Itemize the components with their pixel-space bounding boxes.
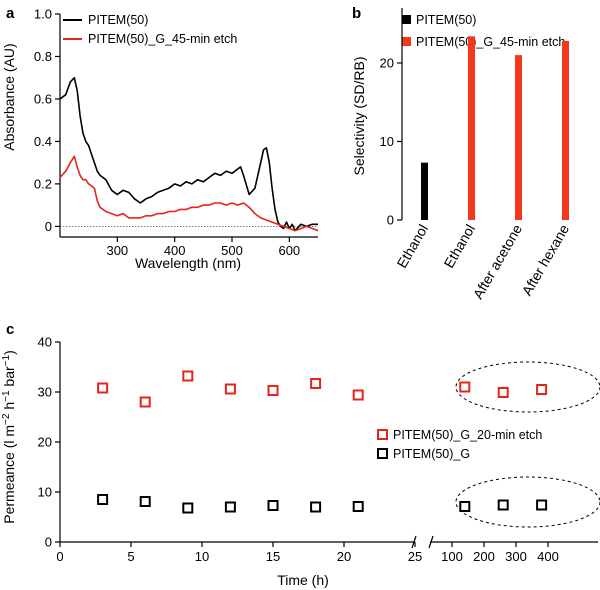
series-line-pitem-50-g-45-min-etch: [59, 155, 319, 232]
panel-c-xtick-label: 15: [266, 549, 280, 564]
data-point-pitem-50-g: [224, 501, 236, 513]
legend-label-pitem50-g-45: PITEM(50)_G_45-min etch: [88, 32, 237, 46]
data-point-pitem-50-g: [536, 499, 548, 511]
data-point-pitem-50-g-20-min-etch: [310, 378, 322, 389]
panel-c-ylabel-sup-3: −1: [1, 354, 12, 366]
data-point-pitem-50-g: [497, 499, 509, 511]
data-point-pitem-50-g: [310, 501, 322, 513]
series-line-pitem-50: [59, 76, 318, 232]
panel-c-ytick-label: 0: [45, 535, 52, 550]
data-point-pitem-50-g: [139, 496, 151, 507]
panel-c-xtick-label: 400: [537, 549, 559, 564]
data-point-pitem-50-g: [267, 500, 279, 511]
panel-c-axis-break-mark: [428, 535, 434, 549]
legend-swatch-b-pitem50: [402, 15, 411, 24]
panel-c-xlabel: Time (h): [277, 572, 329, 588]
panel-a-ytick-label: 0.4: [34, 134, 52, 149]
legend-label-pitem50: PITEM(50): [88, 13, 148, 27]
legend-label-b-pitem50-g-45: PITEM(50)_G_45-min etch: [416, 35, 565, 49]
bar-ethanol-1: [468, 36, 475, 221]
bar-ethanol-0: [421, 162, 428, 220]
panel-a-ytick-label: 1.0: [34, 7, 52, 22]
panel-c-legend: PITEM(50)_G_20-min etch PITEM(50)_G: [377, 428, 542, 461]
data-point-pitem-50-g-20-min-etch: [182, 370, 194, 382]
panel-c-ytick-label: 20: [38, 435, 52, 450]
panel-c-ylabel-part-1: Permeance (l m: [1, 425, 17, 524]
panel-a-xtick-label: 300: [106, 243, 128, 258]
legend-label-c-20min: PITEM(50)_G_20-min etch: [393, 428, 542, 442]
panel-c-xtick-label: 10: [195, 549, 209, 564]
panel-c-xtick-label: 0: [56, 549, 63, 564]
highlight-ellipse-upper: [455, 361, 600, 413]
data-point-pitem-50-g-20-min-etch: [139, 396, 151, 408]
panel-a-ytick-label: 0.2: [34, 176, 52, 191]
panel-c-ylabel-part-4: ): [1, 350, 17, 355]
legend-swatch-b-pitem50-g-45: [402, 37, 411, 46]
panel-b-category-label: After hexane: [519, 221, 573, 298]
legend-label-c-g: PITEM(50)_G: [393, 447, 470, 461]
panel-c-letter: c: [6, 321, 14, 338]
panel-c-xtick-label: 200: [473, 549, 495, 564]
panel-c-xtick-label: 5: [127, 549, 134, 564]
panel-c-ylabel-sup-1: −2: [1, 413, 12, 425]
panel-c-ylabel-sup-2: −1: [1, 390, 12, 402]
panel-b-category-label: After acetone: [470, 221, 526, 301]
panel-c-xtick-label: 25: [408, 549, 422, 564]
panel-c-ytick-label: 10: [38, 485, 52, 500]
panel-a-chart: Absorbance (AU) Wavelength (nm) PITEM(50…: [1, 7, 319, 271]
panel-a-ytick-label: 0: [45, 219, 52, 234]
data-point-pitem-50-g: [97, 494, 109, 505]
panel-a-letter: a: [6, 5, 15, 22]
data-point-pitem-50-g-20-min-etch: [267, 385, 279, 396]
panel-c-ylabel-part-3: bar: [1, 366, 17, 390]
panel-b-letter: b: [352, 5, 361, 22]
panel-c-axis-break-mark: [411, 535, 417, 549]
panel-c-ytick-label: 30: [38, 385, 52, 400]
legend-marker-c-g: [377, 448, 388, 459]
panel-c-chart: Permeance (l m−2 h−1 bar−1) Time (h) PIT…: [1, 335, 600, 588]
panel-c-xtick-label: 20: [337, 549, 351, 564]
panel-c-xtick-label: 300: [505, 549, 527, 564]
data-point-pitem-50-g: [352, 501, 364, 512]
legend-label-b-pitem50: PITEM(50): [416, 13, 476, 27]
panel-b-category-label: Ethanol: [393, 222, 431, 271]
data-point-pitem-50-g-20-min-etch: [536, 384, 548, 395]
panel-a-ytick-label: 0.8: [34, 49, 52, 64]
panel-a-xtick-label: 600: [278, 243, 300, 258]
panel-b-ytick-label: 10: [380, 134, 394, 149]
panel-c-xtick-label: 100: [441, 549, 463, 564]
panel-a-legend: PITEM(50) PITEM(50)_G_45-min etch: [63, 13, 237, 46]
panel-b-ylabel: Selectivity (SD/RB): [351, 56, 367, 175]
panel-a-ytick-label: 0.6: [34, 91, 52, 106]
data-point-pitem-50-g-20-min-etch: [352, 389, 364, 401]
panel-c-ylabel: Permeance (l m−2 h−1 bar−1): [1, 350, 17, 524]
panel-b-legend: PITEM(50) PITEM(50)_G_45-min etch: [402, 13, 565, 49]
data-point-pitem-50-g: [182, 502, 194, 514]
panel-b-category-label: Ethanol: [440, 222, 478, 271]
panel-b-chart: Selectivity (SD/RB) PITEM(50) PITEM(50)_…: [351, 8, 572, 302]
panel-a-xtick-label: 400: [164, 243, 186, 258]
bar-after-acetone-2: [515, 55, 522, 220]
data-point-pitem-50-g-20-min-etch: [497, 387, 509, 398]
panel-c-ylabel-part-2: h: [1, 402, 17, 414]
data-point-pitem-50-g-20-min-etch: [224, 383, 236, 395]
data-point-pitem-50-g-20-min-etch: [459, 381, 471, 393]
panel-b-ytick-label: 0: [387, 213, 394, 228]
legend-marker-c-20min: [377, 429, 388, 440]
data-point-pitem-50-g-20-min-etch: [97, 382, 109, 394]
bar-after-hexane-3: [562, 40, 569, 220]
highlight-ellipse-lower: [455, 476, 600, 528]
panel-a-ylabel: Absorbance (AU): [1, 43, 17, 150]
panel-b-ytick-label: 20: [380, 55, 394, 70]
panel-a-xtick-label: 500: [221, 243, 243, 258]
data-point-pitem-50-g: [459, 501, 471, 512]
panel-c-ytick-label: 40: [38, 335, 52, 350]
panel-a-xlabel: Wavelength (nm): [135, 255, 241, 271]
